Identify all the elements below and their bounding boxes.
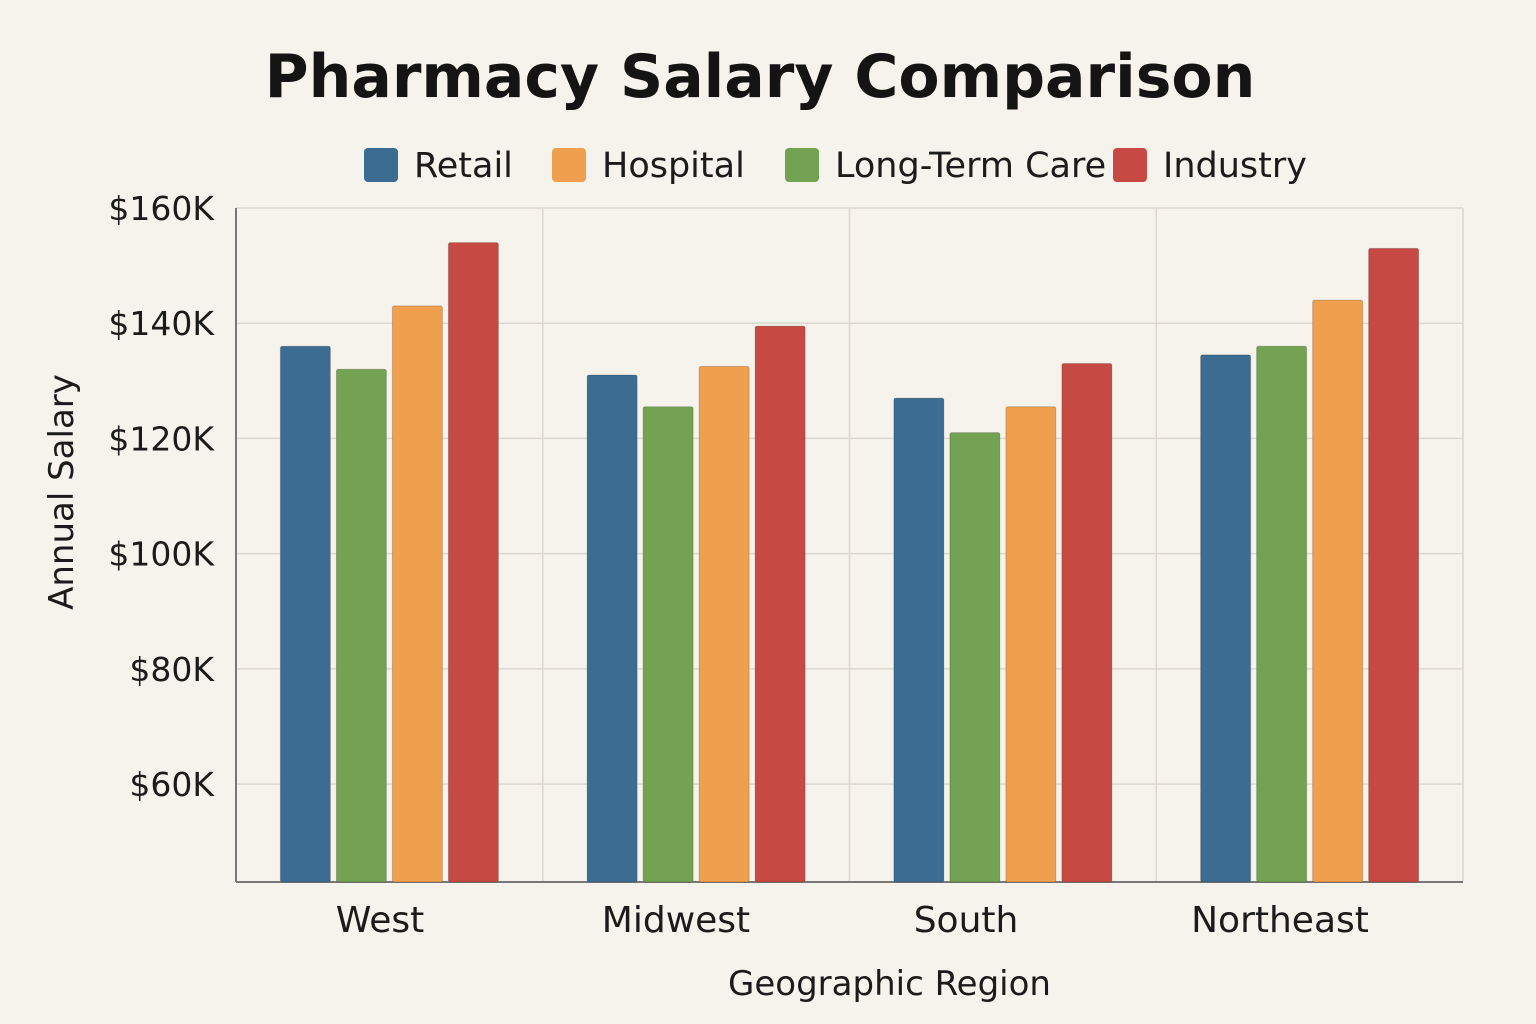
bar-south-long-term-care: [949, 432, 1001, 883]
y-tick-label: $100K: [108, 535, 215, 574]
bar-midwest-retail: [586, 374, 638, 883]
y-tick-label: $160K: [108, 189, 215, 228]
x-axis-categories: West Midwest South Northeast: [336, 900, 1369, 941]
bar-west-long-term-care: [335, 368, 387, 883]
legend-item-retail: Retail: [364, 146, 513, 186]
bar-south-industry: [1061, 363, 1113, 883]
x-axis-title: Geographic Region: [728, 964, 1051, 1004]
legend-item-long-term-care: Long-Term Care: [785, 146, 1106, 186]
bar-west-industry: [447, 242, 499, 883]
legend-label: Industry: [1163, 146, 1307, 186]
bar-midwest-industry: [754, 325, 806, 883]
legend-item-industry: Industry: [1113, 146, 1307, 186]
y-tick-label: $60K: [129, 765, 215, 804]
bar-northeast-retail: [1200, 354, 1252, 883]
legend-label: Long-Term Care: [835, 146, 1106, 186]
legend-label: Retail: [414, 146, 513, 186]
bar-west-hospital: [391, 305, 443, 883]
bar-midwest-hospital: [698, 365, 750, 883]
y-tick-label: $140K: [108, 304, 215, 343]
bar-south-retail: [893, 397, 945, 883]
chart-title: Pharmacy Salary Comparison: [265, 42, 1256, 112]
legend-swatch: [552, 148, 586, 182]
bar-west-retail: [279, 345, 331, 883]
legend-label: Hospital: [602, 146, 745, 186]
bar-south-hospital: [1005, 406, 1057, 883]
y-tick-label: $120K: [108, 419, 215, 458]
legend-swatch: [785, 148, 819, 182]
x-tick-label-south: South: [914, 900, 1019, 941]
y-tick-label: $80K: [129, 650, 215, 689]
bars: [279, 242, 1420, 883]
x-tick-label-northeast: Northeast: [1191, 900, 1369, 941]
legend-item-hospital: Hospital: [552, 146, 745, 186]
y-axis-ticks: $60K $80K $100K $120K $140K $160K: [108, 189, 215, 804]
x-tick-label-midwest: Midwest: [602, 900, 750, 941]
bar-northeast-hospital: [1312, 299, 1364, 883]
bar-northeast-industry: [1368, 247, 1420, 883]
y-axis-title: Annual Salary: [42, 374, 82, 610]
bar-midwest-long-term-care: [642, 406, 694, 883]
legend-swatch: [1113, 148, 1147, 182]
bar-northeast-long-term-care: [1256, 345, 1308, 883]
legend-swatch: [364, 148, 398, 182]
legend: Retail Hospital Long-Term Care Industry: [364, 146, 1307, 186]
x-tick-label-west: West: [336, 900, 425, 941]
